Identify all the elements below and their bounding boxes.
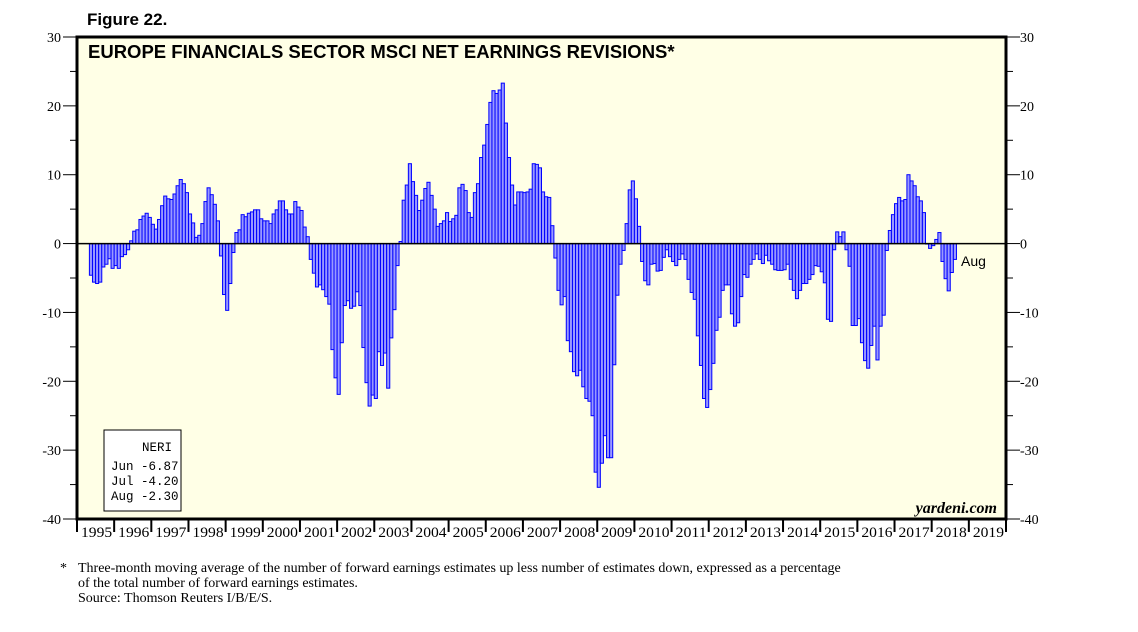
x-tick-label: 2019 [973,525,1004,541]
bar [231,243,236,254]
legend-row-jul: Jul -4.20 [111,475,179,489]
x-tick-label: 2004 [415,525,447,541]
bar [921,212,926,245]
bar [550,225,555,245]
x-tick-label: 2015 [824,525,855,541]
y-tick-label-left: -20 [42,375,61,390]
y-tick-label-right: 20 [1020,100,1034,115]
legend-title: NERI [142,441,172,455]
y-tick-label-right: 10 [1020,169,1034,184]
bar [841,231,846,245]
y-tick-label-right: -30 [1020,444,1039,459]
y-tick-label-left: 20 [47,100,61,115]
y-tick-label-left: -40 [42,513,61,528]
y-tick-label-left: -10 [42,306,61,321]
x-tick-label: 2008 [564,525,595,541]
footnote-source: Source: Thomson Reuters I/B/E/S. [78,591,272,606]
x-tick-label: 2013 [750,525,781,541]
y-tick-label-right: -10 [1020,306,1039,321]
bar [395,243,400,267]
bar [884,243,889,251]
x-tick-label: 2003 [378,525,409,541]
bar [305,236,310,245]
y-tick-label-right: -40 [1020,513,1039,528]
y-tick-label-right: 30 [1020,31,1034,46]
bar [832,243,837,251]
x-tick-label: 2001 [304,525,335,541]
x-tick-label: 2010 [638,525,669,541]
x-tick-label: 2012 [713,525,744,541]
x-tick-label: 2016 [861,525,893,541]
legend-row-jun: Jun -6.87 [111,460,179,474]
x-tick-label: 1995 [81,525,112,541]
legend-box: NERI Jun -6.87 Jul -4.20 Aug -2.30 [103,429,182,512]
chart-title: EUROPE FINANCIALS SECTOR MSCI NET EARNIN… [88,41,675,62]
footnote-line1: Three-month moving average of the number… [78,561,841,576]
bar [215,220,220,245]
figure-label: Figure 22. [87,10,167,29]
bar [637,225,642,245]
y-tick-label-right: -20 [1020,375,1039,390]
footnote-marker: * [60,561,67,576]
y-tick-label-left: 30 [47,31,61,46]
bar [952,243,957,260]
x-tick-label: 2017 [899,525,931,541]
y-axes: 30 30 20 20 10 10 0 0 -10 -10 -20 -20 -30 -30 -40 -40 [42,31,1038,528]
x-axis: 1995 1996 1997 1998 1999 2000 2001 2002 2003 2004… [76,519,1007,541]
x-tick-label: 1997 [155,525,187,541]
y-tick-label-left: -30 [42,444,61,459]
x-tick-label: 2002 [341,525,372,541]
x-tick-label: 1999 [230,525,261,541]
bar [828,243,834,322]
bar [621,243,626,251]
footnote-line2: of the total number of forward earnings … [78,576,358,591]
y-tick-label-left: 0 [54,238,61,253]
watermark: yardeni.com [914,500,997,517]
x-tick-label: 2018 [936,525,967,541]
x-tick-label: 2007 [527,525,559,541]
x-tick-label: 2006 [490,525,522,541]
x-tick-label: 2011 [676,525,707,541]
x-tick-label: 2000 [267,525,298,541]
x-tick-label: 1996 [118,525,150,541]
x-tick-label: 1998 [192,525,223,541]
bar [126,243,131,251]
bar [937,232,942,245]
y-tick-label-left: 10 [47,169,61,184]
x-tick-label: 2005 [453,525,484,541]
x-tick-label: 2014 [787,525,819,541]
end-label: Aug [961,253,986,269]
bar [881,243,886,316]
x-tick-label: 2009 [601,525,632,541]
y-tick-label-right: 0 [1020,238,1027,253]
legend-row-aug: Aug -2.30 [111,490,179,504]
